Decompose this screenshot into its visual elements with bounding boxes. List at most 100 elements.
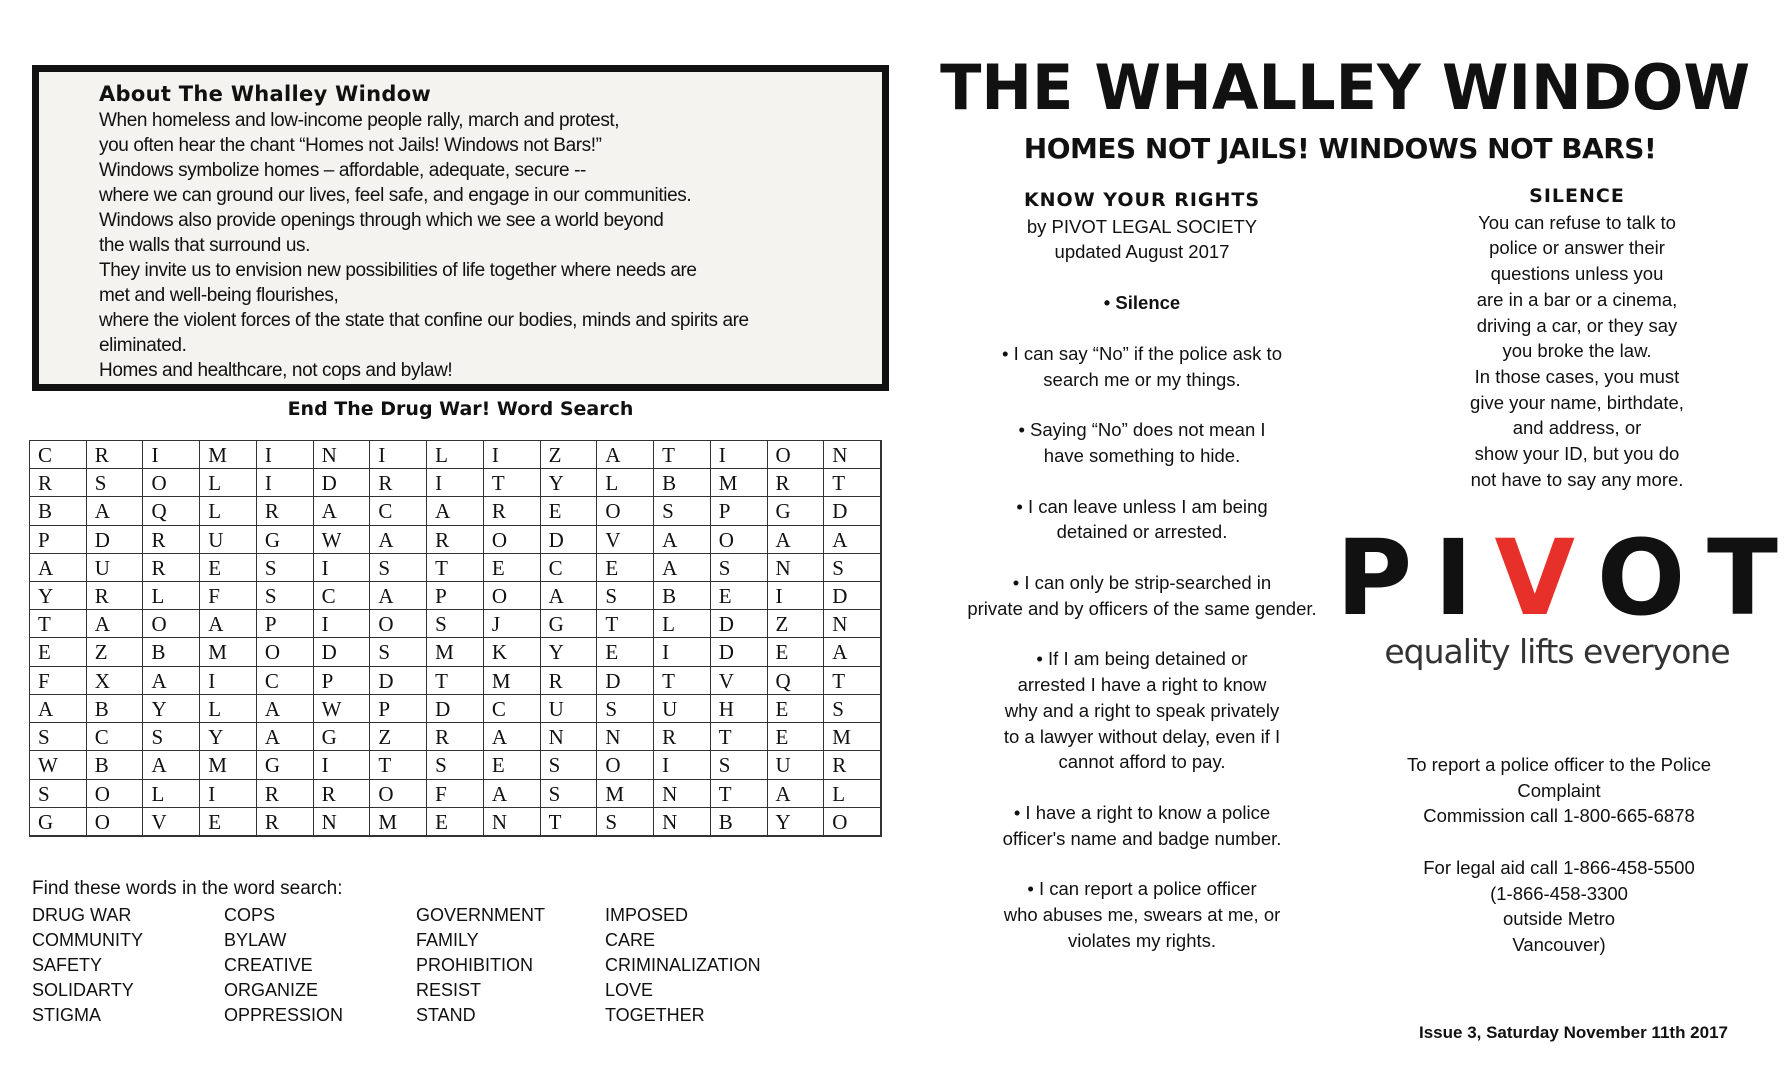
grid-cell: I <box>143 441 201 470</box>
grid-cell: B <box>654 582 711 611</box>
grid-cell: R <box>824 751 881 780</box>
grid-cell: T <box>824 469 881 498</box>
word-item: CREATIVE <box>224 955 313 975</box>
grid-cell: I <box>370 441 428 470</box>
grid-cell: I <box>710 441 768 470</box>
grid-cell: J <box>483 610 541 639</box>
grid-cell: R <box>256 497 314 526</box>
grid-cell: O <box>256 638 314 667</box>
grid-cell: B <box>30 497 87 526</box>
grid-cell: O <box>370 610 428 639</box>
grid-cell: A <box>483 723 541 752</box>
grid-cell: U <box>200 525 257 554</box>
grid-cell: O <box>86 807 144 836</box>
grid-cell: Z <box>767 610 825 639</box>
about-line: eliminated. <box>99 335 187 356</box>
grid-cell: O <box>597 497 655 526</box>
rights-line: • I can leave unless I am being <box>1016 495 1268 517</box>
grid-cell: P <box>30 525 87 554</box>
silence-line: You can refuse to talk to <box>1478 211 1676 233</box>
grid-cell: M <box>200 751 257 780</box>
word-item: FAMILY <box>416 930 479 950</box>
spacer <box>955 545 1329 570</box>
grid-cell: N <box>654 807 711 836</box>
grid-cell: R <box>427 525 484 554</box>
word-item: SAFETY <box>32 955 103 975</box>
grid-cell: E <box>200 807 257 836</box>
silence-line: police or answer their <box>1489 237 1665 259</box>
grid-cell: W <box>313 694 371 724</box>
grid-cell: A <box>370 582 428 611</box>
word-item: BYLAW <box>224 930 287 950</box>
grid-cell: Q <box>767 666 825 695</box>
grid-cell: C <box>370 497 428 526</box>
grid-cell: A <box>427 497 484 526</box>
logo-letter: T <box>1707 517 1778 639</box>
rights-line: why and a right to speak privately <box>1004 699 1280 721</box>
grid-cell: A <box>200 610 257 639</box>
report-line <box>1380 829 1738 855</box>
grid-cell: X <box>86 666 144 695</box>
rights-line: private and by officers of the same gend… <box>967 597 1317 619</box>
grid-cell: R <box>86 441 144 470</box>
rights-list: • I can say “No” if the police ask to sea… <box>955 316 1329 954</box>
grid-cell: S <box>540 751 598 780</box>
grid-cell: O <box>483 582 541 611</box>
rights-line: • If I am being detained or <box>1036 648 1248 670</box>
grid-cell: M <box>200 638 257 667</box>
rights-silence-bullet: • Silence <box>1103 292 1181 314</box>
about-text: When homeless and low-income people rall… <box>99 108 882 383</box>
grid-cell: S <box>86 469 144 498</box>
grid-cell: U <box>86 553 144 583</box>
word-item: OPPRESSION <box>224 1005 344 1025</box>
about-line: Homes and healthcare, not cops and bylaw… <box>99 360 453 381</box>
grid-cell: D <box>597 666 655 695</box>
grid-cell: A <box>370 525 428 554</box>
grid-cell: L <box>200 469 257 498</box>
rights-line: • I can say “No” if the police ask to <box>1002 342 1282 364</box>
grid-cell: I <box>654 751 711 780</box>
grid-cell: D <box>824 582 881 611</box>
word-list-instructions: Find these words in the word search: <box>32 878 343 899</box>
grid-cell: R <box>483 497 541 526</box>
word-column: COPS BYLAW CREATIVE ORGANIZE OPPRESSION <box>224 903 343 1028</box>
about-line: Windows symbolize homes – affordable, ad… <box>99 160 586 181</box>
grid-cell: S <box>540 779 598 808</box>
grid-cell: M <box>824 723 881 752</box>
grid-cell: R <box>256 807 314 836</box>
grid-cell: N <box>597 723 655 752</box>
grid-cell: C <box>256 666 314 695</box>
grid-cell: C <box>483 694 541 724</box>
about-line: the walls that surround us. <box>99 235 310 256</box>
silence-line: and address, or <box>1512 417 1642 439</box>
grid-cell: G <box>540 610 598 639</box>
grid-cell: Y <box>767 807 825 836</box>
word-item: COMMUNITY <box>32 930 143 950</box>
grid-cell: S <box>710 553 768 583</box>
silence-heading: SILENCE <box>1529 185 1625 207</box>
grid-cell: E <box>767 723 825 752</box>
word-column: IMPOSED CARE CRIMINALIZATION LOVE TOGETHER <box>605 903 761 1028</box>
about-line: you often hear the chant “Homes not Jail… <box>99 135 602 156</box>
grid-cell: A <box>654 525 711 554</box>
grid-cell: I <box>200 779 257 808</box>
rights-line: arrested I have a right to know <box>1017 674 1267 696</box>
grid-cell: L <box>143 582 201 611</box>
rights-line: • Saying “No” does not mean I <box>1018 419 1266 441</box>
grid-cell: S <box>143 723 201 752</box>
grid-cell: E <box>483 553 541 583</box>
grid-cell: E <box>767 638 825 667</box>
grid-cell: O <box>370 779 428 808</box>
know-your-rights: KNOW YOUR RIGHTS by PIVOT LEGAL SOCIETY … <box>955 188 1329 953</box>
grid-cell: O <box>483 525 541 554</box>
spacer <box>955 316 1329 341</box>
grid-cell: Y <box>540 638 598 667</box>
report-line: Complaint <box>1517 779 1601 801</box>
spacer <box>955 621 1329 646</box>
grid-cell: T <box>710 779 768 808</box>
grid-cell: S <box>427 610 484 639</box>
word-column: DRUG WAR COMMUNITY SAFETY SOLIDARTY STIGMA <box>32 903 143 1028</box>
grid-cell: G <box>256 751 314 780</box>
grid-cell: S <box>654 497 711 526</box>
silence-line: are in a bar or a cinema, <box>1476 288 1678 310</box>
